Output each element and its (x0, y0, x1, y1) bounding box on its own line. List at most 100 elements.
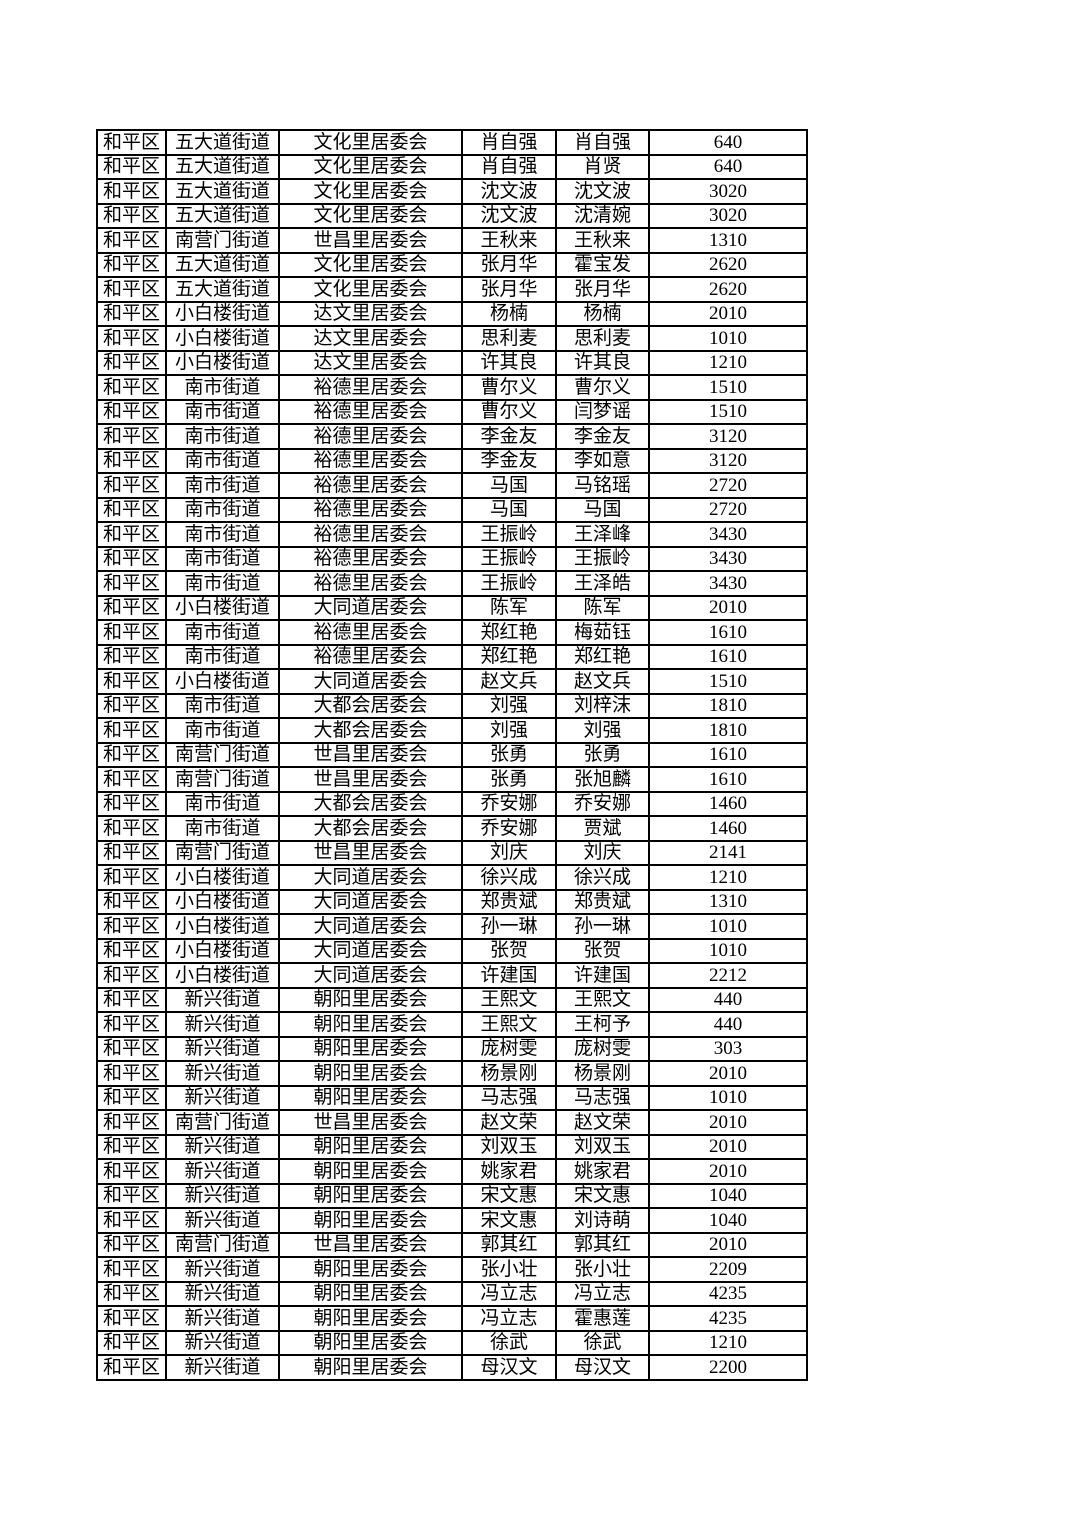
cell-name-member: 张月华 (555, 276, 650, 303)
cell-name-primary: 王振岭 (461, 545, 557, 572)
cell-name-member: 宋文惠 (555, 1182, 650, 1209)
cell-amount: 2212 (648, 962, 808, 989)
cell-amount: 3120 (648, 423, 808, 450)
cell-committee: 裕德里居委会 (278, 545, 463, 572)
cell-street: 新兴街道 (165, 1133, 280, 1160)
cell-name-member: 曹尔义 (555, 374, 650, 401)
cell-committee: 达文里居委会 (278, 349, 463, 376)
cell-amount: 1510 (648, 374, 808, 401)
cell-committee: 朝阳里居委会 (278, 1133, 463, 1160)
table-row: 和平区 小白楼街道 大同道居委会 赵文兵 赵文兵 1510 (96, 668, 808, 695)
cell-amount: 1610 (648, 741, 808, 768)
cell-street: 小白楼街道 (165, 913, 280, 940)
cell-district: 和平区 (96, 594, 167, 621)
cell-name-primary: 王振岭 (461, 521, 557, 548)
cell-street: 南市街道 (165, 447, 280, 474)
cell-amount: 1010 (648, 913, 808, 940)
cell-district: 和平区 (96, 545, 167, 572)
cell-committee: 朝阳里居委会 (278, 1207, 463, 1234)
cell-district: 和平区 (96, 1158, 167, 1185)
table-row: 和平区 南市街道 裕德里居委会 曹尔义 闫梦谣 1510 (96, 398, 808, 425)
cell-name-primary: 孙一琳 (461, 913, 557, 940)
cell-committee: 朝阳里居委会 (278, 1280, 463, 1307)
table-row: 和平区 南营门街道 世昌里居委会 张勇 张勇 1610 (96, 741, 808, 768)
table-row: 和平区 南营门街道 世昌里居委会 刘庆 刘庆 2141 (96, 839, 808, 866)
cell-street: 五大道街道 (165, 129, 280, 156)
cell-name-member: 许建国 (555, 962, 650, 989)
table-body: 和平区 五大道街道 文化里居委会 肖自强 肖自强 640 和平区 五大道街道 文化里居委会 肖自强… (96, 129, 808, 1381)
cell-committee: 朝阳里居委会 (278, 1256, 463, 1283)
cell-street: 五大道街道 (165, 202, 280, 229)
cell-district: 和平区 (96, 227, 167, 254)
cell-amount: 3430 (648, 570, 808, 597)
cell-district: 和平区 (96, 1133, 167, 1160)
cell-name-member: 王泽峰 (555, 521, 650, 548)
cell-street: 南营门街道 (165, 1231, 280, 1258)
cell-district: 和平区 (96, 398, 167, 425)
cell-street: 五大道街道 (165, 251, 280, 278)
table-row: 和平区 新兴街道 朝阳里居委会 杨景刚 杨景刚 2010 (96, 1060, 808, 1087)
cell-street: 南市街道 (165, 692, 280, 719)
cell-name-member: 郑红艳 (555, 643, 650, 670)
cell-name-member: 冯立志 (555, 1280, 650, 1307)
cell-name-primary: 赵文荣 (461, 1109, 557, 1136)
cell-name-primary: 曹尔义 (461, 374, 557, 401)
cell-street: 南市街道 (165, 496, 280, 523)
table-row: 和平区 南市街道 裕德里居委会 马国 马铭瑶 2720 (96, 472, 808, 499)
cell-name-member: 肖自强 (555, 129, 650, 156)
cell-name-primary: 刘庆 (461, 839, 557, 866)
table-row: 和平区 南市街道 大都会居委会 刘强 刘梓沫 1810 (96, 692, 808, 719)
cell-amount: 1810 (648, 692, 808, 719)
cell-name-member: 赵文兵 (555, 668, 650, 695)
cell-committee: 朝阳里居委会 (278, 1305, 463, 1332)
cell-district: 和平区 (96, 815, 167, 842)
cell-name-primary: 马国 (461, 472, 557, 499)
cell-amount: 440 (648, 1011, 808, 1038)
cell-name-primary: 马志强 (461, 1084, 557, 1111)
cell-name-primary: 王振岭 (461, 570, 557, 597)
cell-district: 和平区 (96, 643, 167, 670)
cell-district: 和平区 (96, 741, 167, 768)
cell-street: 小白楼街道 (165, 668, 280, 695)
cell-committee: 朝阳里居委会 (278, 1329, 463, 1356)
cell-name-member: 姚家君 (555, 1158, 650, 1185)
cell-committee: 朝阳里居委会 (278, 1354, 463, 1381)
cell-committee: 世昌里居委会 (278, 1109, 463, 1136)
cell-name-member: 刘强 (555, 717, 650, 744)
cell-district: 和平区 (96, 1354, 167, 1381)
cell-name-member: 赵文荣 (555, 1109, 650, 1136)
cell-name-primary: 思利麦 (461, 325, 557, 352)
cell-district: 和平区 (96, 349, 167, 376)
cell-street: 南市街道 (165, 570, 280, 597)
cell-amount: 1040 (648, 1207, 808, 1234)
cell-committee: 文化里居委会 (278, 251, 463, 278)
cell-name-member: 思利麦 (555, 325, 650, 352)
cell-amount: 1210 (648, 349, 808, 376)
cell-amount: 2010 (648, 594, 808, 621)
table-row: 和平区 南营门街道 世昌里居委会 赵文荣 赵文荣 2010 (96, 1109, 808, 1136)
cell-street: 小白楼街道 (165, 864, 280, 891)
cell-committee: 世昌里居委会 (278, 839, 463, 866)
cell-street: 南市街道 (165, 472, 280, 499)
cell-street: 新兴街道 (165, 1060, 280, 1087)
cell-street: 南市街道 (165, 815, 280, 842)
cell-district: 和平区 (96, 1035, 167, 1062)
cell-name-primary: 张贺 (461, 937, 557, 964)
cell-street: 新兴街道 (165, 1011, 280, 1038)
cell-name-primary: 郑贵斌 (461, 888, 557, 915)
cell-committee: 朝阳里居委会 (278, 1035, 463, 1062)
cell-name-member: 张贺 (555, 937, 650, 964)
cell-name-member: 霍宝发 (555, 251, 650, 278)
cell-district: 和平区 (96, 766, 167, 793)
cell-name-primary: 许建国 (461, 962, 557, 989)
cell-street: 南营门街道 (165, 227, 280, 254)
cell-committee: 达文里居委会 (278, 300, 463, 327)
cell-amount: 1460 (648, 815, 808, 842)
cell-amount: 3020 (648, 202, 808, 229)
cell-name-primary: 许其良 (461, 349, 557, 376)
cell-street: 南市街道 (165, 521, 280, 548)
cell-name-member: 沈文波 (555, 178, 650, 205)
cell-committee: 裕德里居委会 (278, 423, 463, 450)
cell-amount: 1510 (648, 398, 808, 425)
cell-name-member: 庞树雯 (555, 1035, 650, 1062)
